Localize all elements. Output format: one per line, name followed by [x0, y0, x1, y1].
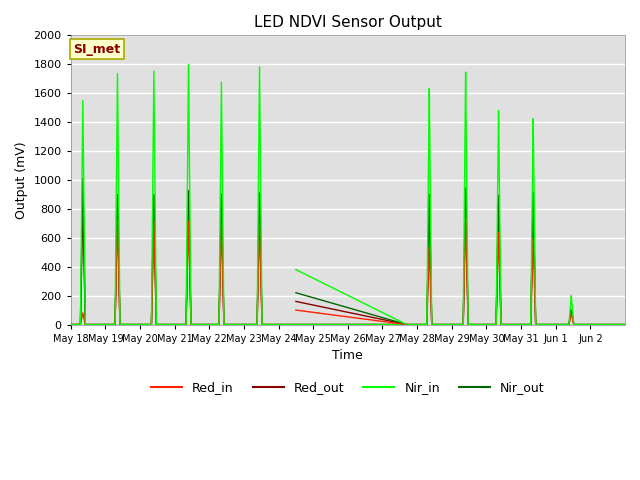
Legend: Red_in, Red_out, Nir_in, Nir_out: Red_in, Red_out, Nir_in, Nir_out: [146, 376, 550, 399]
X-axis label: Time: Time: [332, 349, 364, 362]
Text: SI_met: SI_met: [74, 43, 120, 56]
Title: LED NDVI Sensor Output: LED NDVI Sensor Output: [254, 15, 442, 30]
Y-axis label: Output (mV): Output (mV): [15, 141, 28, 219]
